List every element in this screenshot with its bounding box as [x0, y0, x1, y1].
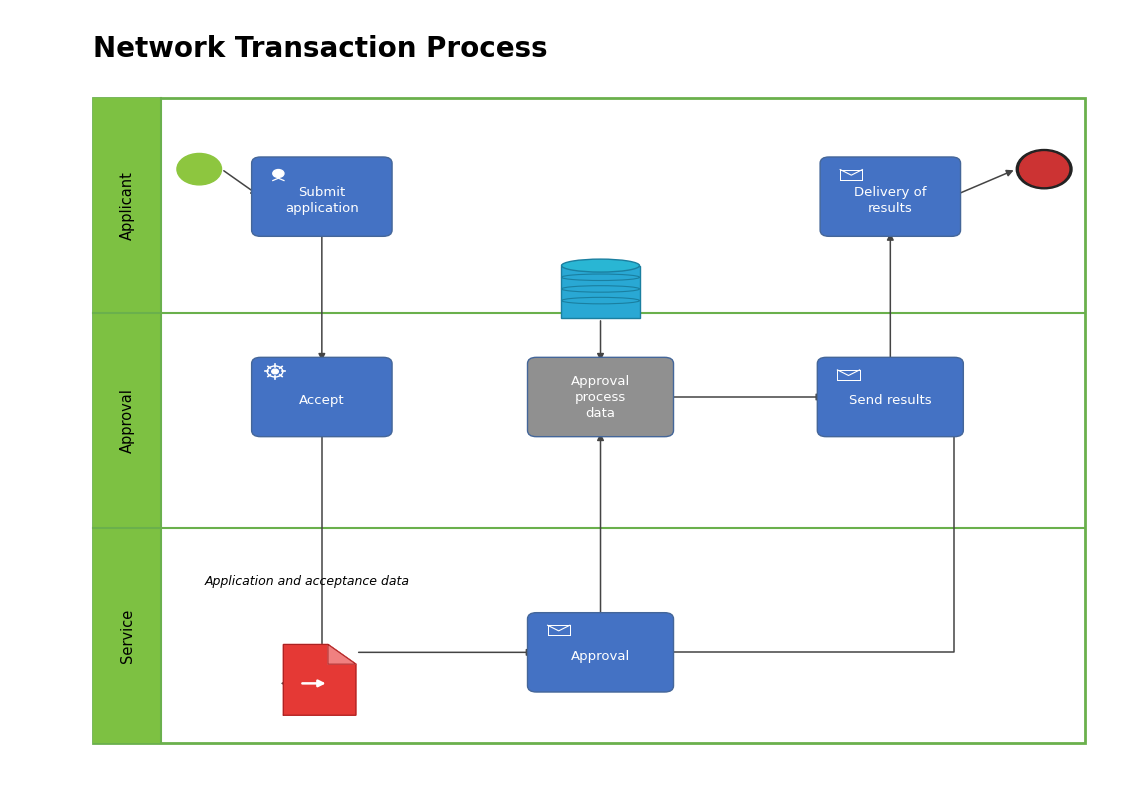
Polygon shape: [283, 645, 356, 715]
Circle shape: [272, 369, 279, 374]
Text: Submit
application: Submit application: [285, 186, 358, 215]
Ellipse shape: [562, 259, 639, 272]
Circle shape: [273, 170, 284, 177]
Text: Applicant: Applicant: [119, 172, 135, 240]
FancyBboxPatch shape: [93, 98, 1086, 742]
Circle shape: [177, 153, 221, 185]
Polygon shape: [328, 645, 356, 664]
FancyBboxPatch shape: [820, 157, 960, 237]
FancyBboxPatch shape: [252, 157, 392, 237]
FancyBboxPatch shape: [840, 170, 862, 179]
Text: Network Transaction Process: Network Transaction Process: [93, 35, 548, 63]
Text: Approval: Approval: [119, 388, 135, 453]
Circle shape: [1020, 152, 1069, 187]
Text: Accept: Accept: [299, 395, 345, 407]
FancyBboxPatch shape: [562, 266, 639, 318]
Text: Delivery of
results: Delivery of results: [855, 186, 926, 215]
FancyBboxPatch shape: [528, 613, 674, 692]
FancyBboxPatch shape: [93, 98, 161, 742]
FancyBboxPatch shape: [838, 370, 860, 380]
Text: Approval: Approval: [570, 649, 630, 663]
Text: Approval
process
data: Approval process data: [570, 375, 630, 419]
Text: Send results: Send results: [849, 395, 932, 407]
FancyBboxPatch shape: [252, 357, 392, 437]
FancyBboxPatch shape: [818, 357, 964, 437]
Text: Service: Service: [119, 608, 135, 662]
Circle shape: [1016, 149, 1072, 189]
FancyBboxPatch shape: [528, 357, 674, 437]
FancyBboxPatch shape: [548, 625, 569, 635]
Text: Application and acceptance data: Application and acceptance data: [204, 575, 410, 588]
